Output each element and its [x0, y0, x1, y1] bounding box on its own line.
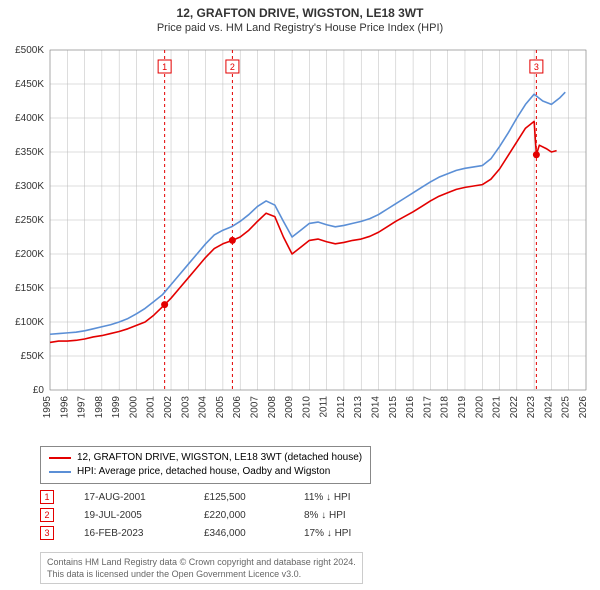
event-row-3: 3 16-FEB-2023 £346,000 17% ↓ HPI: [40, 524, 351, 542]
svg-text:2020: 2020: [474, 396, 485, 419]
event-price-3: £346,000: [204, 528, 274, 539]
event-marker-3: 3: [40, 526, 54, 540]
footer-line-1: Contains HM Land Registry data © Crown c…: [47, 556, 356, 568]
legend-swatch-hpi: [49, 471, 71, 473]
legend-label-property: 12, GRAFTON DRIVE, WIGSTON, LE18 3WT (de…: [77, 451, 362, 465]
footer-attribution: Contains HM Land Registry data © Crown c…: [40, 552, 363, 584]
svg-text:2004: 2004: [198, 396, 209, 419]
event-num-3: 3: [44, 528, 49, 538]
svg-text:£400K: £400K: [15, 113, 44, 124]
svg-text:2010: 2010: [301, 396, 312, 419]
svg-text:1997: 1997: [77, 396, 88, 419]
svg-text:2005: 2005: [215, 396, 226, 419]
svg-text:2003: 2003: [180, 396, 191, 419]
legend-row-hpi: HPI: Average price, detached house, Oadb…: [49, 465, 362, 479]
svg-text:2024: 2024: [543, 396, 554, 419]
legend-swatch-property: [49, 457, 71, 459]
event-marker-1: 1: [40, 490, 54, 504]
event-price-1: £125,500: [204, 492, 274, 503]
svg-text:1995: 1995: [42, 396, 53, 419]
svg-text:2007: 2007: [249, 396, 260, 419]
svg-text:2001: 2001: [146, 396, 157, 419]
svg-text:2009: 2009: [284, 396, 295, 419]
svg-text:2002: 2002: [163, 396, 174, 419]
svg-text:2022: 2022: [509, 396, 520, 419]
svg-text:£350K: £350K: [15, 147, 44, 158]
event-row-1: 1 17-AUG-2001 £125,500 11% ↓ HPI: [40, 488, 351, 506]
svg-text:2018: 2018: [440, 396, 451, 419]
svg-text:£300K: £300K: [15, 181, 44, 192]
svg-text:1999: 1999: [111, 396, 122, 419]
event-date-3: 16-FEB-2023: [84, 528, 174, 539]
event-num-2: 2: [44, 510, 49, 520]
svg-text:1: 1: [162, 62, 167, 72]
svg-text:£50K: £50K: [21, 351, 45, 362]
event-price-2: £220,000: [204, 510, 274, 521]
svg-text:2008: 2008: [267, 396, 278, 419]
svg-text:£450K: £450K: [15, 79, 44, 90]
svg-text:2014: 2014: [371, 396, 382, 419]
legend-row-property: 12, GRAFTON DRIVE, WIGSTON, LE18 3WT (de…: [49, 451, 362, 465]
event-diff-2: 8% ↓ HPI: [304, 510, 346, 521]
svg-text:1998: 1998: [94, 396, 105, 419]
svg-text:2000: 2000: [128, 396, 139, 419]
event-date-1: 17-AUG-2001: [84, 492, 174, 503]
chart-area: £0 £50K £100K £150K £200K £250K £300K £350K £400…: [0, 40, 600, 440]
svg-text:2019: 2019: [457, 396, 468, 419]
svg-text:1996: 1996: [59, 396, 70, 419]
svg-text:2013: 2013: [353, 396, 364, 419]
svg-text:£250K: £250K: [15, 215, 44, 226]
svg-text:2021: 2021: [492, 396, 503, 419]
event-row-2: 2 19-JUL-2005 £220,000 8% ↓ HPI: [40, 506, 351, 524]
svg-text:3: 3: [534, 62, 539, 72]
svg-text:2025: 2025: [561, 396, 572, 419]
events-table: 1 17-AUG-2001 £125,500 11% ↓ HPI 2 19-JU…: [40, 488, 351, 542]
chart-page: { "title": "12, GRAFTON DRIVE, WIGSTON, …: [0, 0, 600, 590]
event-marker-2: 2: [40, 508, 54, 522]
svg-text:2015: 2015: [388, 396, 399, 419]
svg-text:2017: 2017: [422, 396, 433, 419]
svg-text:2: 2: [230, 62, 235, 72]
chart-svg: £0 £50K £100K £150K £200K £250K £300K £350K £400…: [0, 40, 600, 440]
event-num-1: 1: [44, 492, 49, 502]
chart-subtitle: Price paid vs. HM Land Registry's House …: [0, 20, 600, 36]
footer-line-2: This data is licensed under the Open Gov…: [47, 568, 356, 580]
legend-label-hpi: HPI: Average price, detached house, Oadb…: [77, 465, 330, 479]
event-diff-1: 11% ↓ HPI: [304, 492, 351, 503]
event-diff-3: 17% ↓ HPI: [304, 528, 351, 539]
svg-text:£500K: £500K: [15, 45, 44, 56]
svg-text:2011: 2011: [319, 396, 330, 418]
svg-text:2023: 2023: [526, 396, 537, 419]
svg-text:2016: 2016: [405, 396, 416, 419]
svg-text:£200K: £200K: [15, 249, 44, 260]
svg-text:£100K: £100K: [15, 317, 44, 328]
svg-text:£0: £0: [33, 385, 45, 396]
event-date-2: 19-JUL-2005: [84, 510, 174, 521]
svg-text:2006: 2006: [232, 396, 243, 419]
legend-box: 12, GRAFTON DRIVE, WIGSTON, LE18 3WT (de…: [40, 446, 371, 484]
svg-text:2026: 2026: [578, 396, 589, 419]
svg-text:£150K: £150K: [15, 283, 44, 294]
svg-text:2012: 2012: [336, 396, 347, 419]
chart-title: 12, GRAFTON DRIVE, WIGSTON, LE18 3WT: [0, 0, 600, 20]
